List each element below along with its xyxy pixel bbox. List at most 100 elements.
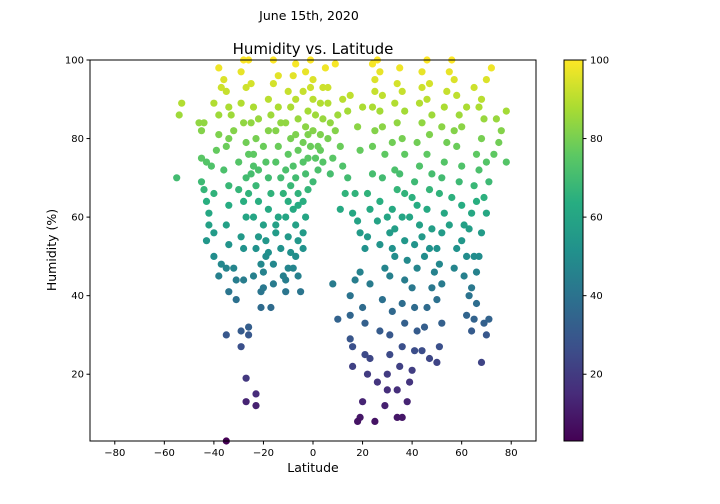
scatter-point bbox=[453, 142, 461, 150]
scatter-point bbox=[267, 303, 275, 312]
scatter-point bbox=[242, 138, 250, 147]
scatter-point bbox=[378, 123, 386, 131]
scatter-point bbox=[269, 280, 277, 288]
scatter-point bbox=[237, 233, 245, 241]
scatter-point bbox=[435, 189, 443, 198]
scatter-point bbox=[267, 111, 275, 119]
scatter-point bbox=[448, 193, 456, 202]
colorbar-gradient bbox=[563, 59, 584, 442]
colorbar-tick-label: 100 bbox=[590, 56, 609, 67]
scatter-point bbox=[425, 186, 434, 194]
scatter-point bbox=[388, 244, 396, 253]
scatter-point bbox=[215, 64, 223, 72]
scatter-point bbox=[235, 186, 243, 194]
scatter-point bbox=[396, 64, 404, 72]
scatter-point bbox=[242, 83, 250, 92]
scatter-point bbox=[376, 327, 384, 335]
scatter-point bbox=[302, 123, 310, 131]
scatter-point bbox=[339, 162, 347, 170]
scatter-point bbox=[321, 64, 329, 72]
scatter-point bbox=[272, 229, 280, 237]
scatter-point bbox=[363, 233, 372, 241]
scatter-points bbox=[173, 56, 510, 445]
scatter-point bbox=[386, 351, 394, 359]
scatter-point bbox=[435, 260, 443, 268]
scatter-point bbox=[269, 80, 277, 88]
scatter-point bbox=[262, 237, 270, 245]
scatter-point bbox=[294, 272, 302, 280]
scatter-point bbox=[376, 197, 384, 205]
scatter-point bbox=[423, 205, 431, 213]
scatter-point bbox=[413, 138, 421, 147]
scatter-point bbox=[326, 119, 334, 127]
scatter-point bbox=[237, 68, 245, 76]
scatter-point bbox=[443, 138, 451, 147]
y-axis-label: Humidity (%) bbox=[44, 209, 59, 291]
scatter-point bbox=[309, 178, 317, 186]
scatter-point bbox=[294, 237, 302, 245]
scatter-point bbox=[178, 99, 186, 107]
scatter-point bbox=[411, 347, 419, 355]
scatter-point bbox=[195, 119, 203, 127]
scatter-point bbox=[443, 87, 451, 95]
colorbar-tick-label: 40 bbox=[590, 291, 603, 302]
scatter-point bbox=[200, 186, 208, 194]
scatter-point bbox=[257, 260, 265, 268]
scatter-point bbox=[502, 107, 510, 115]
scatter-point bbox=[299, 244, 307, 253]
scatter-point bbox=[458, 162, 466, 170]
scatter-point bbox=[309, 76, 317, 84]
scatter-point bbox=[492, 115, 500, 123]
scatter-point bbox=[316, 131, 324, 139]
scatter-point bbox=[289, 162, 297, 170]
scatter-point bbox=[225, 103, 233, 111]
scatter-point bbox=[346, 335, 354, 343]
scatter-point bbox=[299, 158, 307, 166]
scatter-point bbox=[482, 331, 490, 339]
scatter-point bbox=[287, 248, 295, 257]
scatter-point bbox=[197, 154, 206, 162]
scatter-point bbox=[351, 189, 359, 198]
scatter-point bbox=[259, 221, 267, 229]
scatter-point bbox=[264, 95, 272, 103]
scatter-point bbox=[472, 268, 481, 276]
scatter-point bbox=[245, 323, 253, 331]
y-tick-label: 20 bbox=[71, 370, 84, 381]
scatter-point bbox=[391, 166, 399, 174]
scatter-point bbox=[480, 193, 488, 202]
scatter-point bbox=[205, 221, 213, 229]
scatter-point bbox=[472, 197, 481, 205]
scatter-point bbox=[398, 299, 406, 308]
scatter-point bbox=[460, 221, 468, 229]
scatter-point bbox=[428, 170, 436, 178]
scatter-point bbox=[354, 417, 362, 425]
scatter-point bbox=[254, 115, 263, 123]
scatter-point bbox=[386, 331, 394, 339]
scatter-point bbox=[368, 60, 377, 68]
scatter-point bbox=[292, 221, 300, 229]
x-tick-label: 60 bbox=[455, 448, 468, 459]
scatter-point bbox=[237, 99, 245, 107]
scatter-point bbox=[289, 205, 297, 213]
scatter-point bbox=[252, 244, 260, 253]
scatter-point bbox=[245, 189, 253, 198]
scatter-point bbox=[175, 111, 183, 119]
scatter-point bbox=[173, 174, 181, 182]
scatter-point bbox=[222, 264, 230, 272]
scatter-point bbox=[495, 138, 503, 147]
scatter-point bbox=[346, 91, 354, 99]
scatter-point bbox=[455, 178, 463, 186]
scatter-point bbox=[438, 319, 446, 327]
scatter-point bbox=[284, 150, 292, 158]
scatter-point bbox=[425, 80, 434, 88]
scatter-point bbox=[297, 288, 305, 296]
scatter-point bbox=[463, 252, 471, 260]
scatter-point bbox=[408, 284, 416, 292]
scatter-point bbox=[284, 197, 292, 205]
scatter-point bbox=[254, 166, 263, 174]
scatter-point bbox=[359, 303, 367, 312]
scatter-point bbox=[356, 268, 364, 276]
scatter-point bbox=[366, 205, 374, 213]
scatter-point bbox=[468, 209, 476, 217]
